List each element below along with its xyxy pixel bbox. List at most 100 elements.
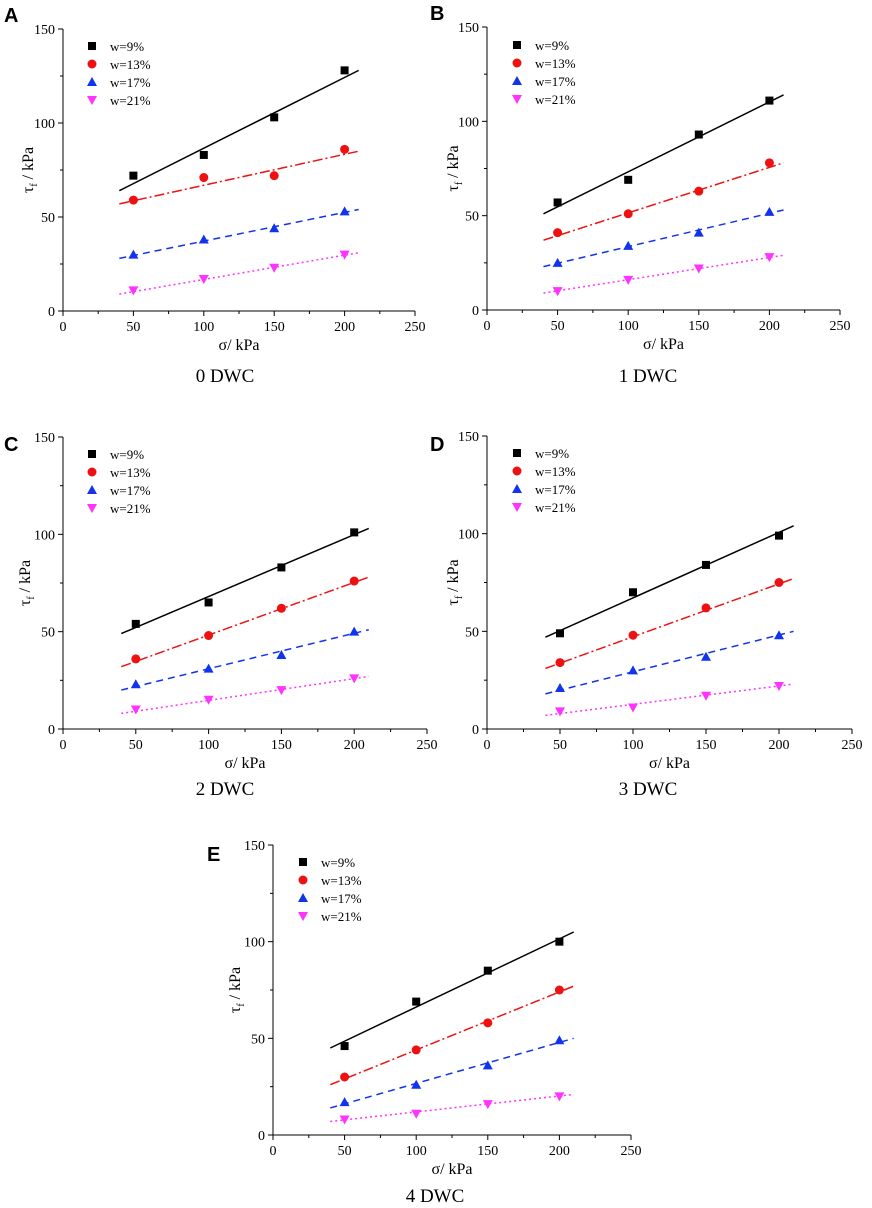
x-tick-label: 150	[271, 738, 292, 753]
legend-label-w9: w=9%	[535, 446, 569, 461]
data-point-w17	[482, 1060, 493, 1070]
data-point-w13	[764, 158, 774, 168]
data-point-w21	[276, 686, 287, 696]
legend-label-w13: w=13%	[321, 873, 362, 888]
data-point-w17	[774, 630, 784, 640]
legend-marker-w9	[88, 42, 96, 50]
panel-d-letter: D	[430, 434, 444, 456]
data-point-w13	[340, 144, 350, 154]
x-tick-label: 150	[688, 319, 709, 334]
legend-marker-w21	[512, 95, 522, 104]
data-point-w13	[199, 173, 209, 183]
panel-b: B 0 50 100 150 200 250 0 50 100 150 σ/ kPa τf / kPa w…	[430, 3, 851, 387]
y-tick-label: 100	[34, 117, 55, 132]
data-point-w21	[128, 286, 139, 296]
legend-label-w13: w=13%	[110, 57, 151, 72]
legend-label-w17: w=17%	[110, 483, 151, 498]
x-axis-label: σ/ kPa	[224, 755, 265, 772]
x-tick-label: 250	[417, 738, 438, 753]
y-axis-label: τf / kPa	[227, 967, 247, 1013]
x-tick-label: 50	[126, 320, 140, 335]
panel-c-caption: 2 DWC	[196, 779, 255, 800]
legend-label-w21: w=21%	[110, 93, 151, 108]
data-point-w9	[765, 96, 774, 105]
y-tick-label: 150	[34, 431, 55, 446]
y-tick-label: 0	[472, 304, 479, 319]
fit-line-w13	[120, 576, 370, 668]
data-point-w13	[774, 578, 784, 587]
x-tick-label: 50	[551, 319, 565, 334]
y-axis-label-unit: / kPa	[227, 967, 244, 1003]
data-point-w9	[629, 588, 637, 597]
data-point-w9	[204, 598, 213, 607]
x-tick-label: 150	[696, 738, 717, 753]
fit-line-w17	[545, 630, 794, 695]
legend-label-w17: w=17%	[535, 74, 576, 89]
data-point-w13	[623, 209, 633, 219]
data-point-w9	[340, 1042, 349, 1051]
y-axis-label-unit: / kPa	[20, 147, 37, 183]
fit-line-w9	[329, 931, 575, 1049]
x-tick-label: 100	[198, 738, 219, 753]
data-point-w9	[350, 528, 359, 537]
y-tick-label: 0	[48, 723, 55, 738]
x-tick-label: 0	[60, 738, 67, 753]
data-point-w21	[552, 287, 563, 297]
x-tick-label: 50	[553, 738, 567, 753]
data-point-w17	[276, 650, 287, 660]
legend-label-w17: w=17%	[110, 75, 151, 90]
legend-marker-w21	[87, 96, 97, 105]
data-point-w21	[198, 275, 209, 285]
data-point-w13	[701, 603, 711, 613]
data-point-w21	[411, 1109, 422, 1119]
panel-b-caption: 1 DWC	[619, 366, 678, 387]
data-point-w9	[555, 937, 564, 946]
y-tick-label: 0	[258, 1129, 265, 1144]
panel-a-letter: A	[4, 5, 18, 27]
legend-marker-w17	[87, 77, 97, 86]
x-tick-label: 0	[484, 738, 491, 753]
data-point-w21	[554, 1092, 565, 1102]
y-tick-label: 50	[41, 626, 55, 641]
y-tick-label: 100	[34, 528, 55, 543]
data-point-w13	[276, 603, 286, 613]
x-tick-label: 150	[264, 320, 285, 335]
legend-marker-w21	[87, 504, 97, 513]
data-point-w13	[128, 195, 138, 205]
legend-label-w17: w=17%	[321, 891, 362, 906]
data-point-w21	[623, 275, 634, 285]
data-point-w21	[774, 682, 784, 692]
legend-label-w21: w=21%	[110, 501, 151, 516]
data-point-w21	[555, 707, 565, 717]
legend-marker-w17	[298, 893, 308, 902]
data-point-w21	[269, 263, 280, 273]
data-point-w17	[701, 651, 711, 661]
fit-line-w21	[545, 683, 794, 717]
data-point-w13	[411, 1045, 421, 1055]
y-tick-label: 150	[34, 23, 55, 38]
fit-line-w17	[543, 209, 784, 268]
data-point-w17	[411, 1079, 422, 1089]
x-tick-label: 250	[842, 738, 863, 753]
data-point-w17	[203, 663, 214, 673]
data-point-w13	[349, 576, 359, 586]
legend-marker-w9	[513, 449, 521, 457]
fit-line-w13	[329, 985, 575, 1086]
data-point-w21	[203, 695, 214, 705]
data-point-w13	[628, 630, 638, 640]
data-point-w21	[482, 1100, 493, 1110]
fit-line-w13	[543, 162, 784, 241]
y-axis-label-symbol: τ	[20, 186, 37, 193]
data-point-w17	[269, 223, 280, 233]
legend-marker-w17	[512, 484, 522, 493]
legend-label-w9: w=9%	[110, 39, 144, 54]
x-tick-label: 200	[344, 738, 365, 753]
y-axis-label-subscript: f	[454, 595, 465, 599]
data-point-w9	[483, 966, 492, 975]
fit-line-w9	[543, 94, 784, 215]
data-point-w13	[340, 1072, 350, 1082]
data-point-w9	[129, 171, 138, 180]
x-tick-label: 250	[621, 1144, 642, 1159]
x-tick-label: 50	[338, 1144, 352, 1159]
